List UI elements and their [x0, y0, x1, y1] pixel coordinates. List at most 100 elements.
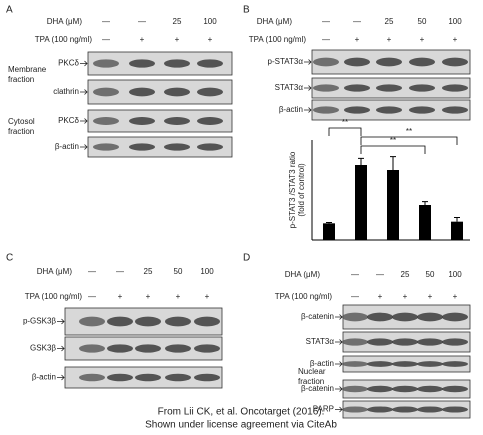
- blot-arrow: [335, 314, 343, 320]
- tpa-sign: +: [378, 292, 383, 301]
- blot-arrow: [80, 118, 88, 124]
- significance-bracket: [360, 145, 426, 154]
- blot-band: [442, 385, 468, 393]
- dha-dose: 50: [426, 270, 435, 279]
- blot-band: [417, 385, 443, 393]
- blot-band: [376, 106, 402, 114]
- blot-label: p-STAT3α: [268, 57, 304, 66]
- blot-band: [79, 373, 105, 382]
- blot-band: [442, 84, 468, 92]
- tpa-sign: +: [146, 292, 151, 301]
- dha-dose: 25: [385, 17, 394, 26]
- dha-dose: —: [353, 17, 361, 26]
- significance-bracket: [360, 136, 458, 145]
- blot-band: [392, 361, 418, 367]
- blot-band: [107, 316, 133, 327]
- blot-arrow: [57, 374, 65, 381]
- blot-band: [107, 373, 133, 382]
- blot-band: [367, 385, 393, 393]
- dha-dose: —: [116, 267, 124, 276]
- error-bar: [358, 157, 364, 165]
- blot-band: [367, 361, 393, 367]
- blot-band: [194, 316, 220, 327]
- tpa-sign: +: [453, 35, 458, 44]
- blot-arrow: [57, 318, 65, 325]
- blot-band: [197, 143, 223, 151]
- tpa-sign: —: [88, 292, 96, 301]
- panel-label: D: [243, 253, 250, 264]
- blot-label: p-GSK3β: [23, 317, 56, 326]
- blot-band: [135, 316, 161, 327]
- blot-band: [342, 361, 368, 367]
- blot-band: [342, 338, 368, 346]
- blot-band: [313, 106, 339, 114]
- blot-band: [376, 84, 402, 92]
- error-bar: [390, 156, 396, 170]
- panel-label: B: [243, 5, 250, 16]
- blot-band: [164, 59, 190, 68]
- blot-band: [79, 344, 105, 353]
- blot-label: β-actin: [279, 105, 303, 114]
- tpa-sign: +: [428, 292, 433, 301]
- tpa-label: TPA (100 ng/ml): [35, 35, 93, 44]
- blot-band: [129, 117, 155, 125]
- fraction-label: Cytosol: [8, 117, 35, 126]
- blot-label: β-actin: [32, 373, 56, 382]
- blot-band: [376, 57, 402, 67]
- significance-bracket: [328, 127, 362, 136]
- fraction-label: Membrane: [8, 65, 47, 74]
- tpa-sign: +: [175, 35, 180, 44]
- blot-band: [313, 57, 339, 67]
- error-bar: [454, 217, 460, 222]
- blot-label: STAT3α: [306, 337, 335, 346]
- bar: [323, 223, 335, 240]
- blot-band: [344, 84, 370, 92]
- blot-arrow: [80, 60, 88, 67]
- blot-band: [129, 59, 155, 68]
- blot-band: [197, 117, 223, 125]
- fraction-label: fraction: [298, 377, 324, 386]
- fraction-label: fraction: [8, 127, 34, 136]
- dha-dose: —: [88, 267, 96, 276]
- blot-band: [165, 373, 191, 382]
- significance-label: **: [390, 136, 396, 145]
- blot-band: [442, 406, 468, 413]
- blot-strip: [87, 136, 233, 158]
- blot-band: [442, 106, 468, 114]
- blot-band: [165, 344, 191, 353]
- blot-band: [93, 59, 119, 68]
- blot-band: [442, 57, 468, 67]
- blot-band: [313, 84, 339, 92]
- tpa-sign: +: [205, 292, 210, 301]
- blot-arrow: [304, 59, 312, 65]
- dha-dose: —: [351, 270, 359, 279]
- blot-band: [129, 87, 155, 97]
- tpa-sign: +: [208, 35, 213, 44]
- dha-dose: 100: [200, 267, 214, 276]
- dha-label: DHA (μM): [37, 267, 73, 276]
- blot-band: [164, 143, 190, 151]
- blot-band: [367, 338, 393, 346]
- blot-band: [342, 312, 368, 322]
- tpa-sign: —: [322, 35, 330, 44]
- blot-band: [409, 57, 435, 67]
- dha-label: DHA (μM): [257, 17, 293, 26]
- tpa-sign: +: [176, 292, 181, 301]
- blot-band: [164, 87, 190, 97]
- tpa-label: TPA (100 ng/ml): [275, 292, 333, 301]
- blot-arrow: [335, 386, 343, 392]
- blot-band: [165, 316, 191, 327]
- bar: [419, 205, 431, 240]
- blot-arrow: [304, 85, 312, 91]
- dha-dose: —: [102, 17, 110, 26]
- blot-band: [129, 143, 155, 151]
- blot-band: [93, 117, 119, 125]
- fraction-label: Nuclear: [298, 367, 326, 376]
- blot-arrow: [80, 144, 88, 150]
- blot-band: [194, 344, 220, 353]
- dha-dose: 50: [418, 17, 427, 26]
- dha-dose: 50: [174, 267, 183, 276]
- blot-band: [93, 143, 119, 151]
- blot-band: [367, 312, 393, 322]
- dha-dose: 25: [173, 17, 182, 26]
